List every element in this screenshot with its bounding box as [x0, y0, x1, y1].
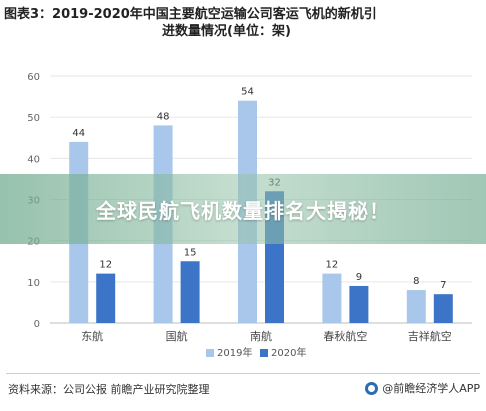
y-tick-label: 50 [27, 113, 40, 124]
x-tick-label: 春秋航空 [323, 329, 367, 343]
x-tick-label: 南航 [250, 329, 272, 343]
data-label: 48 [157, 111, 170, 122]
chart-title-line2: 进数量情况(单位：架) [162, 24, 291, 39]
legend-swatch [206, 349, 214, 357]
legend-label: 2020年 [271, 346, 306, 359]
x-tick-label: 东航 [81, 329, 103, 343]
promo-banner[interactable]: 全球民航飞机数量排名大揭秘！ [0, 174, 486, 244]
x-tick-label: 国航 [166, 329, 188, 343]
data-label: 15 [184, 247, 197, 258]
data-label: 44 [72, 128, 85, 139]
legend-swatch [260, 349, 268, 357]
data-label: 54 [241, 87, 254, 98]
source-note: 资料来源：公司公报 前瞻产业研究院整理 [8, 383, 210, 396]
chart-title-line1: 图表3：2019-2020年中国主要航空运输公司客运飞机的新机引 [4, 7, 377, 22]
y-tick-label: 60 [27, 72, 40, 83]
footer-divider [6, 373, 480, 374]
y-tick-label: 40 [27, 154, 40, 165]
data-label: 12 [99, 260, 112, 271]
bar [322, 273, 342, 323]
data-label: 12 [326, 260, 339, 271]
bar [180, 261, 200, 323]
bar [349, 285, 369, 323]
legend-label: 2019年 [217, 346, 252, 359]
banner-text: 全球民航飞机数量排名大揭秘！ [96, 198, 390, 223]
chart-title: 图表3：2019-2020年中国主要航空运输公司客运飞机的新机引 进数量情况(单… [4, 6, 482, 40]
footer: 资料来源：公司公报 前瞻产业研究院整理 @前瞻经济学人APP [0, 373, 486, 411]
brand-logo-icon [365, 381, 379, 395]
y-tick-label: 0 [34, 319, 40, 330]
brand-text: @前瞻经济学人APP [382, 382, 480, 395]
data-label: 7 [440, 280, 446, 291]
x-tick-label: 吉祥航空 [408, 329, 452, 343]
bar [406, 290, 426, 323]
y-tick-label: 10 [27, 278, 40, 289]
data-label: 9 [356, 272, 362, 283]
bar [96, 273, 116, 323]
brand-label: @前瞻经济学人APP [365, 380, 480, 396]
bar [433, 294, 453, 323]
data-label: 8 [413, 276, 419, 287]
